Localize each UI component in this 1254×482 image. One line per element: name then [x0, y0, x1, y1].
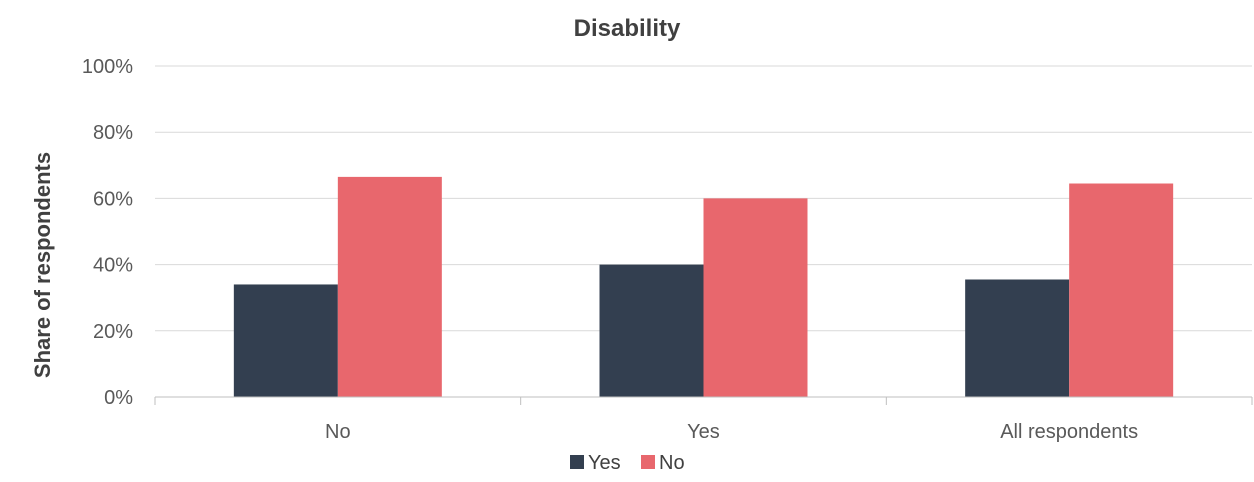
bar-yes-yes: [599, 264, 704, 397]
bars: [233, 176, 1174, 397]
y-tick-label: 20%: [93, 321, 133, 343]
y-tick-label: 80%: [93, 122, 133, 144]
legend-swatch-yes: [570, 455, 584, 469]
x-tick-label: Yes: [687, 421, 720, 443]
x-tick-label: All respondents: [1000, 421, 1138, 443]
legend-swatch-no: [641, 455, 655, 469]
y-tick-label: 0%: [104, 387, 133, 409]
legend-label: Yes: [588, 452, 621, 474]
chart-title: Disability: [574, 15, 681, 42]
y-tick-label: 40%: [93, 255, 133, 277]
x-tick-label: No: [325, 421, 351, 443]
legend: Yes No: [570, 452, 685, 474]
bar-no-yes: [703, 198, 808, 397]
bar-yes-no: [233, 284, 338, 397]
y-tick-label: 60%: [93, 188, 133, 210]
bar-no-all-respondents: [1069, 183, 1174, 397]
bar-yes-all-respondents: [965, 279, 1070, 397]
bar-no-no: [337, 176, 442, 397]
x-axis-ticks: No Yes All respondents: [154, 397, 1253, 443]
legend-label: No: [659, 452, 685, 474]
y-axis-label: Share of respondents: [30, 152, 55, 378]
y-tick-label: 100%: [82, 56, 133, 78]
y-axis-ticks: 0% 20% 40% 60% 80% 100%: [82, 56, 133, 409]
